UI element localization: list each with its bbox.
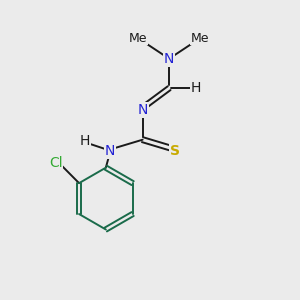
Text: Me: Me	[129, 32, 148, 45]
Text: N: N	[164, 52, 174, 66]
Text: Cl: Cl	[49, 156, 63, 170]
Text: H: H	[190, 81, 201, 95]
Text: N: N	[105, 145, 116, 158]
Text: N: N	[137, 103, 148, 117]
Text: H: H	[80, 134, 90, 148]
Text: Me: Me	[191, 32, 209, 45]
Text: S: S	[170, 145, 180, 158]
